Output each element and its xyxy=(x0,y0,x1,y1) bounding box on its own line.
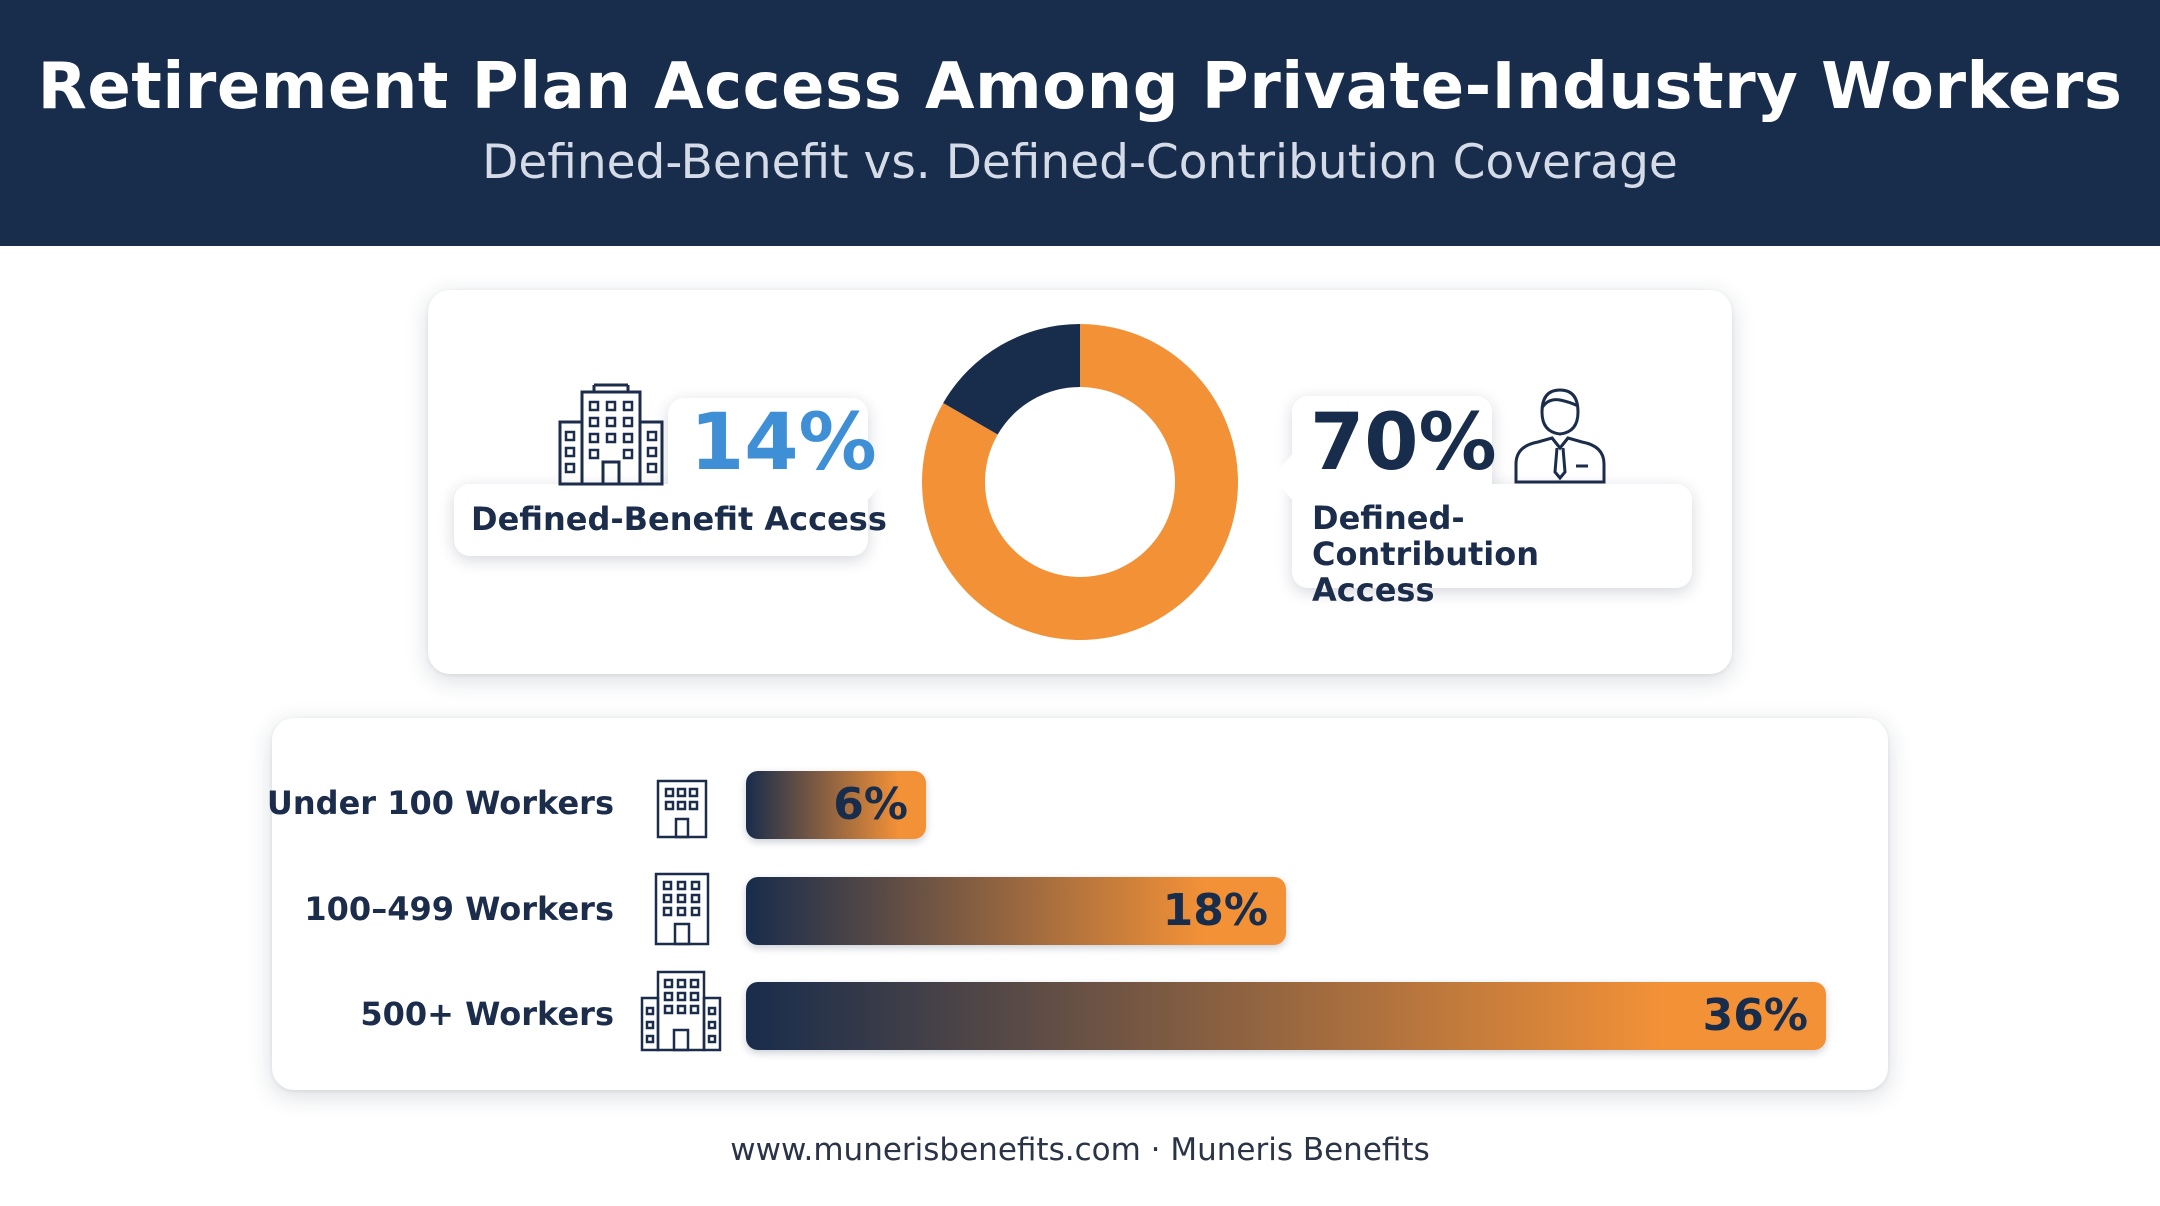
bar-category-label: Under 100 Workers xyxy=(266,784,614,822)
donut-slice-1 xyxy=(943,324,1080,435)
bar-value-label: 6% xyxy=(833,779,908,830)
db-label: Defined-Benefit Access xyxy=(471,500,887,538)
db-bubble-join xyxy=(668,470,868,510)
page-title: Retirement Plan Access Among Private-Ind… xyxy=(37,50,2123,124)
bar-under-100: 6% xyxy=(746,771,926,839)
footer-source: www.munerisbenefits.com · Muneris Benefi… xyxy=(730,1132,1430,1168)
header-banner: Retirement Plan Access Among Private-Ind… xyxy=(0,0,2160,246)
donut-slice-0 xyxy=(922,324,1238,640)
donut-chart xyxy=(922,324,1238,640)
bar-value-label: 36% xyxy=(1702,990,1808,1041)
bar-category-label: 100–499 Workers xyxy=(304,890,614,928)
office-building-icon xyxy=(656,779,708,839)
db-pointer xyxy=(866,452,888,502)
db-percent: 14% xyxy=(690,398,877,488)
bar-500-plus: 36% xyxy=(746,982,1826,1050)
dc-pointer xyxy=(1272,452,1294,502)
office-building-icon xyxy=(640,970,722,1052)
dc-percent: 70% xyxy=(1310,398,1497,488)
page-subtitle: Defined-Benefit vs. Defined-Contribution… xyxy=(482,135,1678,190)
businessman-icon xyxy=(1514,388,1606,484)
bar-100-499: 18% xyxy=(746,877,1286,945)
office-building-icon xyxy=(654,872,710,946)
office-building-icon xyxy=(558,383,664,486)
bar-category-label: 500+ Workers xyxy=(360,995,614,1033)
dc-label: Defined-Contribution Access xyxy=(1312,499,1540,609)
dc-bubble-join xyxy=(1292,470,1492,510)
bar-value-label: 18% xyxy=(1162,885,1268,936)
